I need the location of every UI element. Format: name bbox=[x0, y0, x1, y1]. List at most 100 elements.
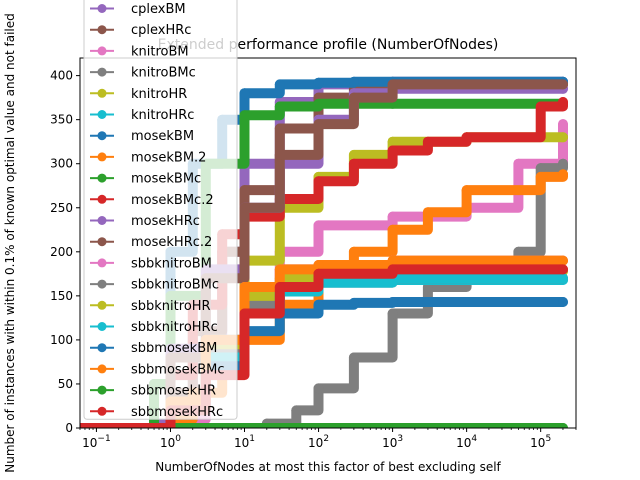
y-tick-label: 300 bbox=[50, 157, 73, 171]
series-point-sbbmosekHRc bbox=[313, 268, 324, 279]
series-point-sbbmosekHRc bbox=[558, 264, 568, 275]
legend-label: sbbknitroBMc bbox=[131, 278, 219, 293]
series-point-sbbmosekBMc bbox=[239, 282, 250, 292]
legend-swatch-marker bbox=[97, 406, 107, 416]
legend-item: sbbmosekBMc bbox=[90, 362, 224, 377]
legend-swatch-marker bbox=[97, 131, 107, 141]
legend-label: sbbmosekBM bbox=[131, 341, 217, 356]
legend-item: knitroBM bbox=[90, 44, 189, 59]
series-point-mosekHRc.2 bbox=[348, 92, 359, 103]
chart-title: Extended performance profile (NumberOfNo… bbox=[158, 37, 499, 53]
y-tick-label: 350 bbox=[50, 113, 73, 127]
legend-label: knitroHR bbox=[131, 87, 187, 102]
y-tick-label: 250 bbox=[50, 201, 73, 215]
legend-item: knitroHRc bbox=[90, 108, 194, 123]
legend-swatch-marker bbox=[97, 300, 107, 310]
legend-item: mosekBMc.2 bbox=[90, 193, 214, 208]
series-point-knitroBMc bbox=[387, 308, 398, 319]
legend-label: sbbknitroHR bbox=[131, 299, 211, 314]
x-axis-label: NumberOfNodes at most this factor of bes… bbox=[155, 460, 501, 474]
legend-label: mosekBM.2 bbox=[131, 150, 206, 165]
series-point-mosekBMc.2 bbox=[558, 97, 568, 107]
legend-label: mosekBMc bbox=[131, 172, 201, 187]
legend-item: sbbmosekBM bbox=[90, 341, 217, 356]
legend-swatch-marker bbox=[97, 88, 107, 98]
legend-swatch-marker bbox=[97, 67, 107, 77]
legend-label: mosekHRc bbox=[131, 214, 200, 229]
legend-item: cplexHRc bbox=[90, 23, 191, 38]
series-point-mosekBMc.2 bbox=[461, 132, 472, 143]
x-tick-label: 101 bbox=[234, 434, 255, 450]
y-tick-label: 200 bbox=[50, 245, 73, 259]
x-tick-label: 100 bbox=[160, 434, 181, 450]
series-point-sbbmosekBMc bbox=[558, 255, 568, 266]
legend-label: mosekHRc.2 bbox=[131, 235, 212, 250]
series-point-knitroBMc bbox=[313, 383, 324, 394]
series-point-sbbmosekBM bbox=[387, 297, 398, 307]
series-point-sbbmosekBMc bbox=[274, 264, 285, 275]
y-axis-label: Number of instances with within 0.1% of … bbox=[3, 13, 17, 473]
legend-item: knitroHR bbox=[90, 87, 187, 102]
legend-label: cplexHRc bbox=[131, 23, 191, 38]
legend-label: mosekBMc.2 bbox=[131, 193, 214, 208]
series-point-mosekHRc.2 bbox=[313, 119, 324, 130]
series-point-sbbmosekBMc bbox=[313, 260, 324, 270]
series-point-cplexHRc bbox=[274, 123, 285, 134]
y-tick-label: 150 bbox=[50, 289, 73, 303]
y-tick-label: 50 bbox=[58, 377, 73, 391]
series-point-sbbmosekHRc bbox=[387, 264, 398, 275]
x-tick-label: 103 bbox=[382, 434, 403, 450]
legend-swatch-marker bbox=[97, 385, 107, 395]
series-point-mosekBM bbox=[274, 79, 285, 90]
legend-swatch-marker bbox=[97, 152, 107, 162]
legend-swatch-marker bbox=[97, 194, 107, 204]
series-point-mosekHRc.2 bbox=[274, 149, 285, 160]
legend-swatch-marker bbox=[97, 173, 107, 183]
series-point-knitroHR bbox=[387, 136, 398, 147]
series-point-sbbmosekHR bbox=[558, 423, 568, 428]
legend-swatch-marker bbox=[97, 4, 107, 13]
legend-label: mosekBM bbox=[131, 129, 194, 144]
legend-label: knitroBMc bbox=[131, 66, 196, 81]
series-point-sbbmosekHRc bbox=[80, 423, 85, 428]
series-point-mosekHRc.2 bbox=[239, 202, 250, 213]
legend-swatch-marker bbox=[97, 216, 107, 225]
legend-swatch-marker bbox=[97, 46, 107, 56]
y-axis-ticks: 0 50 100 150 200 250 300 350 400 bbox=[50, 69, 80, 435]
series-point-mosekBM bbox=[239, 88, 250, 99]
legend-label: knitroBM bbox=[131, 44, 189, 59]
series-point-mosekBMc bbox=[274, 101, 285, 112]
series-point-knitroBMc bbox=[535, 163, 546, 174]
x-tick-label: 10−1 bbox=[82, 434, 111, 450]
legend-label: sbbmosekBMc bbox=[131, 362, 224, 377]
series-point-sbbmosekBM bbox=[558, 297, 568, 307]
series-point-mosekBMc.2 bbox=[387, 145, 398, 156]
legend-swatch-marker bbox=[97, 343, 107, 353]
legend-item: sbbknitroBMc bbox=[90, 278, 219, 293]
series-point-mosekBMc.2 bbox=[348, 158, 359, 169]
legend-swatch-marker bbox=[97, 258, 107, 268]
series-point-knitroBMc bbox=[513, 246, 524, 257]
legend-label: sbbmosekHR bbox=[131, 384, 216, 399]
y-tick-label: 100 bbox=[50, 333, 73, 347]
legend-swatch-marker bbox=[97, 364, 107, 374]
series-point-knitroBM bbox=[513, 158, 524, 169]
legend-swatch-marker bbox=[97, 237, 107, 247]
y-tick-label: 400 bbox=[50, 69, 73, 83]
legend-item: mosekHRc.2 bbox=[90, 235, 212, 250]
legend: cplexBM cplexHRc knitroBM knitroBMc knitroHR… bbox=[83, 0, 238, 420]
x-axis-ticks: 10−1 100 101 102 103 104 105 bbox=[79, 428, 577, 450]
legend-item: mosekBMc bbox=[90, 172, 201, 187]
series-point-knitroBM bbox=[387, 211, 398, 222]
x-tick-label: 104 bbox=[456, 434, 477, 450]
legend-swatch-marker bbox=[97, 25, 107, 35]
series-point-mosekBMc.2 bbox=[313, 176, 324, 187]
legend-label: cplexBM bbox=[131, 2, 186, 17]
series-point-mosekBM.2 bbox=[461, 185, 472, 196]
legend-item: mosekBM bbox=[90, 129, 194, 144]
series-point-knitroBM bbox=[313, 220, 324, 231]
series-point-mosekBMc bbox=[313, 98, 324, 109]
series-point-sbbmosekBM bbox=[348, 297, 359, 308]
legend-item: mosekBM.2 bbox=[90, 150, 206, 165]
